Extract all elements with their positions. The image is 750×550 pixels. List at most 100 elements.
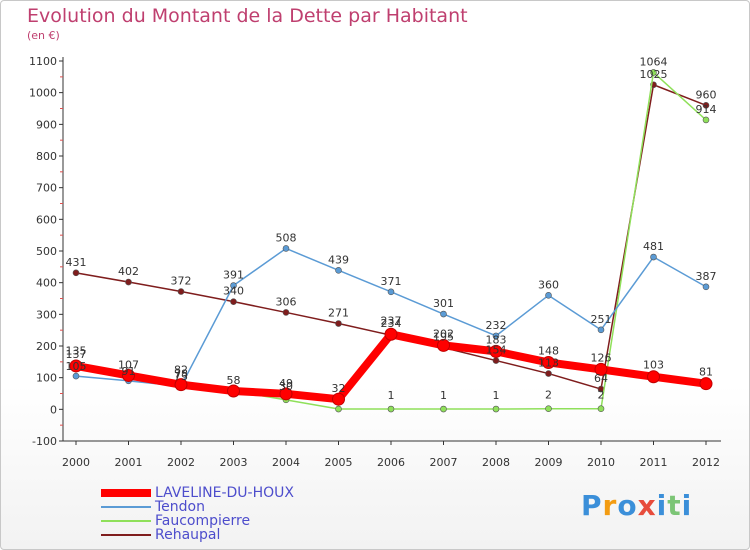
legend-label: Faucompierre xyxy=(155,513,251,529)
x-tick-label: 2010 xyxy=(587,456,615,469)
data-point xyxy=(650,69,657,76)
data-label: 234 xyxy=(381,317,402,330)
logo-letter: o xyxy=(617,489,638,522)
data-label: 439 xyxy=(328,253,349,266)
data-label: 58 xyxy=(227,374,241,387)
data-point xyxy=(227,384,240,398)
data-label: 360 xyxy=(538,278,559,291)
data-label: 137 xyxy=(66,348,87,361)
data-point xyxy=(335,267,342,274)
data-point xyxy=(440,310,447,318)
y-tick-label: 1100 xyxy=(29,55,57,68)
data-label: 232 xyxy=(486,319,507,332)
y-tick-label: 100 xyxy=(36,372,57,385)
data-point xyxy=(125,278,132,286)
x-tick-label: 2008 xyxy=(482,456,510,469)
data-point xyxy=(69,359,83,373)
data-label: 340 xyxy=(223,285,244,298)
proxiti-logo: Proxiti xyxy=(581,489,692,522)
x-tick-label: 2006 xyxy=(377,456,405,469)
data-label: 306 xyxy=(276,295,297,308)
legend-swatch xyxy=(101,534,151,536)
data-label: 301 xyxy=(433,297,454,310)
y-tick-label: 0 xyxy=(50,403,57,416)
y-tick-label: 700 xyxy=(36,182,57,195)
data-label: 126 xyxy=(591,351,612,364)
data-label: 2 xyxy=(598,389,605,402)
data-label: 431 xyxy=(66,256,87,269)
data-point xyxy=(545,405,552,413)
data-label: 1025 xyxy=(640,68,668,81)
chart-unit: (en €) xyxy=(27,29,60,42)
logo-letter: i xyxy=(681,489,693,522)
legend-swatch xyxy=(101,520,151,522)
y-tick-label: 1000 xyxy=(29,87,57,100)
data-point xyxy=(699,377,713,391)
data-point xyxy=(702,116,710,124)
data-label: 1 xyxy=(440,389,447,402)
legend-item: Tendon xyxy=(101,500,294,514)
legend-label: LAVELINE-DU-HOUX xyxy=(155,485,294,501)
logo-letter: P xyxy=(581,489,603,522)
data-label: 73 xyxy=(174,370,188,383)
data-point xyxy=(332,392,345,406)
x-tick-label: 2009 xyxy=(535,456,563,469)
legend-item: LAVELINE-DU-HOUX xyxy=(101,486,294,500)
legend-item: Faucompierre xyxy=(101,514,294,528)
data-point xyxy=(647,370,660,384)
data-point xyxy=(122,368,135,382)
x-tick-label: 2007 xyxy=(430,456,458,469)
logo-letter: i xyxy=(656,489,668,522)
data-label: 183 xyxy=(486,333,507,346)
data-point xyxy=(387,405,395,413)
data-label: 371 xyxy=(381,275,402,288)
data-label: 251 xyxy=(591,313,612,326)
data-point xyxy=(174,378,188,392)
x-tick-label: 2001 xyxy=(115,456,143,469)
y-tick-label: 900 xyxy=(36,118,57,131)
data-label: 372 xyxy=(171,275,192,288)
data-point xyxy=(230,282,237,289)
data-label: 195 xyxy=(433,331,454,344)
y-tick-label: 200 xyxy=(36,340,57,353)
data-label: 481 xyxy=(643,240,664,253)
legend-item: Rehaupal xyxy=(101,528,294,542)
y-tick-label: 800 xyxy=(36,150,57,163)
data-point xyxy=(489,344,503,358)
data-point xyxy=(335,405,342,413)
data-point xyxy=(492,357,500,364)
x-tick-label: 2005 xyxy=(325,456,353,469)
x-tick-label: 2002 xyxy=(167,456,195,469)
data-point xyxy=(177,288,185,295)
legend-swatch xyxy=(101,506,151,508)
data-point xyxy=(597,326,605,334)
data-point xyxy=(440,405,447,413)
data-point xyxy=(545,292,552,299)
data-label: 1 xyxy=(493,389,500,402)
legend-label: Tendon xyxy=(155,499,205,515)
data-label: 387 xyxy=(696,270,717,283)
data-point xyxy=(650,253,657,261)
y-tick-label: -100 xyxy=(32,435,57,448)
logo-letter: r xyxy=(602,489,618,522)
data-label: 154 xyxy=(486,344,507,357)
data-label: 960 xyxy=(696,88,717,101)
chart-title: Evolution du Montant de la Dette par Hab… xyxy=(27,5,468,27)
data-label: 113 xyxy=(538,357,559,370)
data-point xyxy=(384,327,398,341)
x-tick-label: 2000 xyxy=(62,456,90,469)
data-point xyxy=(597,405,605,413)
data-label: 135 xyxy=(66,345,87,358)
data-label: 237 xyxy=(381,314,402,327)
x-tick-label: 2011 xyxy=(640,456,668,469)
y-tick-label: 500 xyxy=(36,245,57,258)
x-tick-label: 2012 xyxy=(692,456,720,469)
data-point xyxy=(72,372,80,380)
legend: LAVELINE-DU-HOUX Tendon Faucompierre Rehaup… xyxy=(101,486,294,542)
data-label: 78 xyxy=(174,368,188,381)
data-label: 91 xyxy=(122,365,136,378)
data-label: 508 xyxy=(276,231,297,244)
data-label: 32 xyxy=(332,382,346,395)
